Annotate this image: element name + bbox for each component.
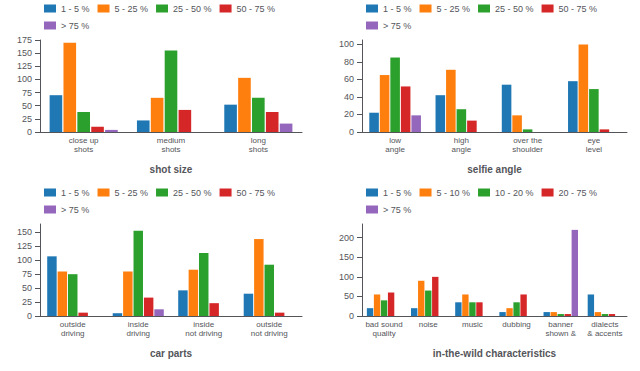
- svg-text:> 75 %: > 75 %: [383, 21, 411, 31]
- svg-text:outside: outside: [60, 320, 86, 329]
- svg-text:10 - 20 %: 10 - 20 %: [495, 188, 534, 198]
- svg-text:20 - 75 %: 20 - 75 %: [559, 188, 598, 198]
- svg-text:not driving: not driving: [185, 329, 222, 338]
- svg-text:20: 20: [344, 109, 354, 119]
- svg-text:> 75 %: > 75 %: [61, 21, 89, 31]
- svg-text:5 - 25 %: 5 - 25 %: [115, 4, 149, 14]
- svg-text:25: 25: [22, 297, 32, 307]
- svg-text:dubbing: dubbing: [502, 320, 530, 329]
- svg-text:25 - 50 %: 25 - 50 %: [173, 188, 212, 198]
- svg-text:> 75 %: > 75 %: [61, 205, 89, 215]
- svg-text:1 - 5 %: 1 - 5 %: [61, 188, 90, 198]
- svg-text:150: 150: [339, 252, 354, 262]
- svg-text:level: level: [586, 145, 603, 154]
- svg-text:angle: angle: [385, 145, 405, 154]
- svg-text:bad sound: bad sound: [365, 320, 402, 329]
- svg-text:long: long: [251, 136, 266, 145]
- svg-text:high: high: [454, 136, 469, 145]
- svg-text:car parts: car parts: [150, 348, 193, 359]
- svg-text:5 - 10 %: 5 - 10 %: [437, 188, 471, 198]
- svg-text:driving: driving: [61, 329, 85, 338]
- svg-text:eye: eye: [587, 136, 600, 145]
- svg-text:100: 100: [339, 272, 354, 282]
- svg-text:200: 200: [339, 233, 354, 243]
- svg-text:shown &: shown &: [545, 329, 576, 338]
- svg-text:shots: shots: [74, 145, 93, 154]
- svg-text:50 - 75 %: 50 - 75 %: [559, 4, 598, 14]
- svg-text:50: 50: [22, 101, 32, 111]
- svg-text:shots: shots: [161, 145, 180, 154]
- svg-text:1 - 5 %: 1 - 5 %: [383, 188, 412, 198]
- svg-text:150: 150: [17, 227, 32, 237]
- svg-text:5 - 25 %: 5 - 25 %: [115, 188, 149, 198]
- svg-text:inside: inside: [193, 320, 214, 329]
- svg-text:close up: close up: [69, 136, 99, 145]
- svg-text:50: 50: [22, 283, 32, 293]
- svg-text:25 - 50 %: 25 - 50 %: [173, 4, 212, 14]
- svg-text:75: 75: [22, 88, 32, 98]
- svg-text:60: 60: [344, 74, 354, 84]
- svg-text:over the: over the: [513, 136, 542, 145]
- svg-text:> 75 %: > 75 %: [383, 205, 411, 215]
- svg-text:noise: noise: [419, 320, 439, 329]
- svg-text:100: 100: [339, 39, 354, 49]
- svg-text:angle: angle: [452, 145, 472, 154]
- svg-text:driving: driving: [126, 329, 150, 338]
- svg-text:80: 80: [344, 57, 354, 67]
- svg-text:0: 0: [27, 127, 32, 137]
- svg-text:0: 0: [349, 127, 354, 137]
- svg-text:shot size: shot size: [150, 164, 193, 175]
- svg-text:50 - 75 %: 50 - 75 %: [237, 188, 276, 198]
- svg-text:& accents: & accents: [587, 329, 622, 338]
- svg-text:shots: shots: [249, 145, 268, 154]
- svg-text:50: 50: [344, 291, 354, 301]
- svg-text:125: 125: [17, 241, 32, 251]
- svg-text:selfie angle: selfie angle: [467, 164, 522, 175]
- svg-text:banner: banner: [548, 320, 573, 329]
- svg-text:in-the-wild characteristics: in-the-wild characteristics: [433, 348, 557, 359]
- svg-text:150: 150: [17, 48, 32, 58]
- svg-text:175: 175: [17, 35, 32, 45]
- svg-text:low: low: [389, 136, 401, 145]
- svg-text:50 - 75 %: 50 - 75 %: [237, 4, 276, 14]
- svg-text:music: music: [462, 320, 483, 329]
- svg-text:0: 0: [27, 311, 32, 321]
- svg-text:dialects: dialects: [591, 320, 618, 329]
- svg-text:100: 100: [17, 255, 32, 265]
- svg-text:40: 40: [344, 92, 354, 102]
- svg-text:outside: outside: [256, 320, 282, 329]
- svg-text:1 - 5 %: 1 - 5 %: [61, 4, 90, 14]
- svg-text:quality: quality: [373, 329, 396, 338]
- svg-text:5 - 25 %: 5 - 25 %: [437, 4, 471, 14]
- svg-text:medium: medium: [157, 136, 186, 145]
- svg-text:125: 125: [17, 61, 32, 71]
- svg-text:100: 100: [17, 74, 32, 84]
- svg-text:0: 0: [349, 311, 354, 321]
- svg-text:not driving: not driving: [251, 329, 288, 338]
- svg-text:shoulder: shoulder: [512, 145, 543, 154]
- svg-text:1 - 5 %: 1 - 5 %: [383, 4, 412, 14]
- svg-text:inside: inside: [128, 320, 149, 329]
- svg-text:75: 75: [22, 269, 32, 279]
- svg-text:25 - 50 %: 25 - 50 %: [495, 4, 534, 14]
- svg-text:25: 25: [22, 114, 32, 124]
